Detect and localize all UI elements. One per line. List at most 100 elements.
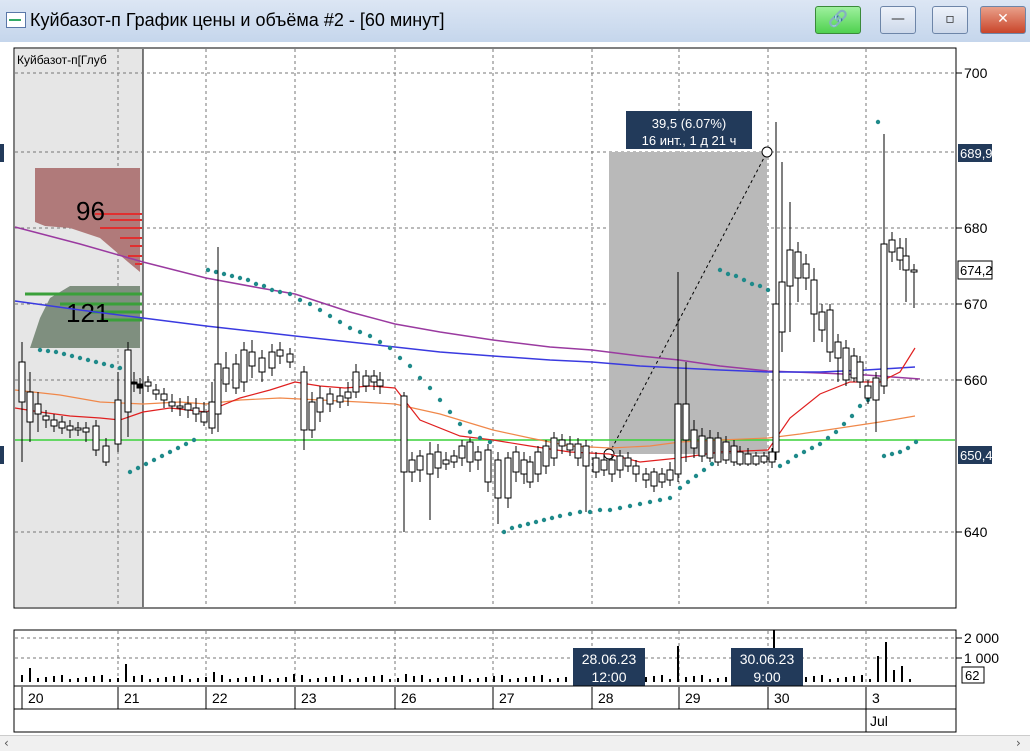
candle-body: [600, 459, 608, 471]
sar-dot: [841, 421, 847, 427]
price-tick-700: 700: [964, 65, 988, 81]
depth-panel-label: Куйбазот-п[Глуб: [17, 53, 107, 67]
candle-body: [400, 395, 408, 473]
candle-body: [408, 459, 416, 473]
price-tick-640: 640: [964, 524, 988, 540]
candle-body: [160, 393, 168, 401]
window-titlebar: Куйбазот-п График цены и объёма #2 - [60…: [0, 0, 1030, 43]
candle-body: [102, 445, 110, 463]
price-marker-high: 689,9: [960, 146, 993, 161]
sar-dot: [517, 523, 523, 529]
sar-dot: [447, 409, 453, 415]
candle-body: [458, 445, 466, 459]
cursor-time-1: 12:00: [591, 669, 626, 685]
sar-dot: [725, 271, 731, 277]
maximize-button[interactable]: ▫: [932, 6, 968, 34]
sar-dot: [597, 507, 603, 513]
scroll-right-icon[interactable]: ›: [1016, 736, 1021, 750]
candle-body: [92, 425, 100, 451]
price-marker-high-bg: [958, 144, 992, 162]
candle-body: [856, 361, 864, 383]
candle-body: [772, 303, 780, 453]
candle-body: [124, 349, 132, 413]
sar-dot: [889, 451, 895, 457]
candle-body: [308, 401, 316, 431]
sar-dot: [627, 503, 633, 509]
window-title: Куйбазот-п График цены и объёма #2 - [60…: [30, 10, 445, 30]
sar-dot: [397, 355, 403, 361]
sar-dot: [733, 273, 739, 279]
sar-dot: [749, 281, 755, 287]
horizontal-scrollbar[interactable]: ‹ ›: [0, 735, 1030, 751]
candle-body: [258, 357, 266, 373]
sar-dot: [191, 437, 197, 443]
cursor-date-1: 28.06.23: [582, 651, 637, 667]
candle-body: [632, 465, 640, 475]
candle-body: [810, 279, 818, 315]
sar-dot: [557, 513, 563, 519]
day-label: 21: [124, 690, 140, 706]
current-price-box: [957, 260, 993, 280]
link-icon[interactable]: 🔗: [815, 6, 861, 34]
candle-body: [864, 385, 872, 399]
sar-dot: [617, 505, 623, 511]
sar-dot: [277, 289, 283, 295]
candle-body: [326, 393, 334, 405]
candle-body: [698, 435, 706, 457]
minimize-button[interactable]: —: [880, 6, 916, 34]
candle-body: [542, 445, 550, 467]
candle-body: [558, 439, 566, 447]
candle-body: [474, 451, 482, 461]
candle-body: [834, 341, 842, 359]
sar-dot: [875, 119, 881, 125]
close-button[interactable]: ✕: [980, 6, 1026, 34]
ma-fast-line: [14, 347, 916, 463]
day-label: 23: [301, 690, 317, 706]
sar-dot: [881, 453, 887, 459]
chart-area[interactable]: 96 121 Куйбазот-п[Глуб 700 680 670 660 6…: [0, 42, 1030, 735]
sar-dot: [509, 525, 515, 531]
candle-body: [818, 311, 826, 331]
candle-body: [706, 437, 714, 459]
price-panel-frame: [13, 47, 957, 609]
scroll-left-icon[interactable]: ‹: [4, 736, 9, 750]
candle-body: [752, 455, 760, 465]
sar-dot: [175, 445, 181, 451]
day-label: 30: [774, 690, 790, 706]
sar-dot: [501, 529, 507, 535]
candle-body: [136, 383, 144, 389]
price-marker-low: 650,4: [960, 448, 993, 463]
sar-dot: [637, 501, 643, 507]
sar-dot: [327, 313, 333, 319]
ma-blue-line: [14, 300, 916, 373]
sar-dot: [205, 267, 211, 273]
candle-body: [566, 443, 574, 451]
sar-dot: [183, 441, 189, 447]
candle-body: [336, 395, 344, 403]
candle-body: [674, 403, 682, 475]
measurement-tooltip-line2: 16 инт., 1 д 21 ч: [642, 133, 737, 148]
candle-body: [534, 451, 542, 475]
sar-dot: [77, 355, 83, 361]
sar-dot: [533, 519, 539, 525]
day-label: 29: [685, 690, 701, 706]
day-label: 26: [401, 690, 417, 706]
candle-body: [176, 405, 184, 409]
candle-body: [504, 457, 512, 499]
sar-dot: [849, 413, 855, 419]
sar-dot: [709, 461, 715, 467]
candle-body: [352, 371, 360, 393]
candle-body: [168, 401, 176, 407]
chart-app-icon: [6, 12, 26, 28]
candle-body: [690, 429, 698, 449]
sar-dot: [229, 273, 235, 279]
candle-body: [526, 461, 534, 483]
measurement-end-handle[interactable]: [761, 146, 773, 158]
sar-dot: [37, 347, 43, 353]
sar-dot: [337, 319, 343, 325]
candle-body: [880, 243, 888, 387]
candle-body: [624, 457, 632, 467]
sar-dot: [657, 497, 663, 503]
measurement-line: [608, 151, 768, 455]
sar-dot: [317, 307, 323, 313]
